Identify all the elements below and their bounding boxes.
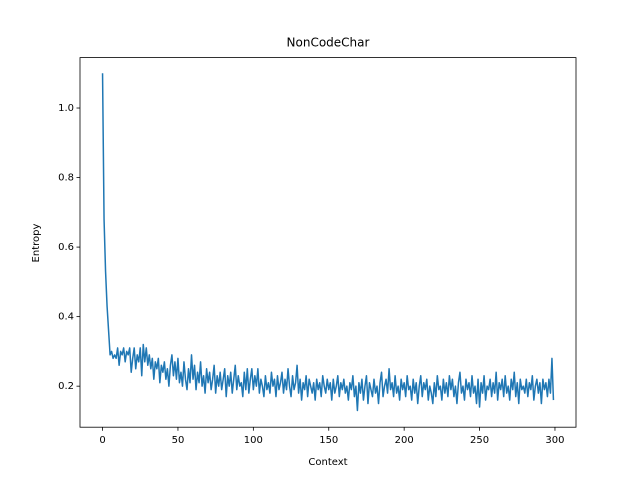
line-series	[101, 73, 555, 412]
y-tick-label: 0.4	[58, 312, 74, 323]
x-tick-label: 0	[99, 435, 105, 446]
y-tick-label: 0.2	[58, 381, 74, 392]
chart-title: NonCodeChar	[287, 36, 370, 50]
y-tick-label: 1.0	[58, 103, 74, 114]
x-tick-label: 250	[470, 435, 489, 446]
y-tick-label: 0.8	[58, 173, 74, 184]
x-tick-label: 50	[172, 435, 185, 446]
y-tick-label: 0.6	[58, 242, 74, 253]
x-tick-label: 100	[244, 435, 263, 446]
x-tick-label: 200	[395, 435, 414, 446]
y-axis-label: Entropy	[31, 223, 42, 262]
x-tick-label: 300	[545, 435, 564, 446]
plot-frame	[79, 57, 577, 428]
x-tick-label: 150	[319, 435, 338, 446]
x-axis-label: Context	[308, 457, 347, 468]
